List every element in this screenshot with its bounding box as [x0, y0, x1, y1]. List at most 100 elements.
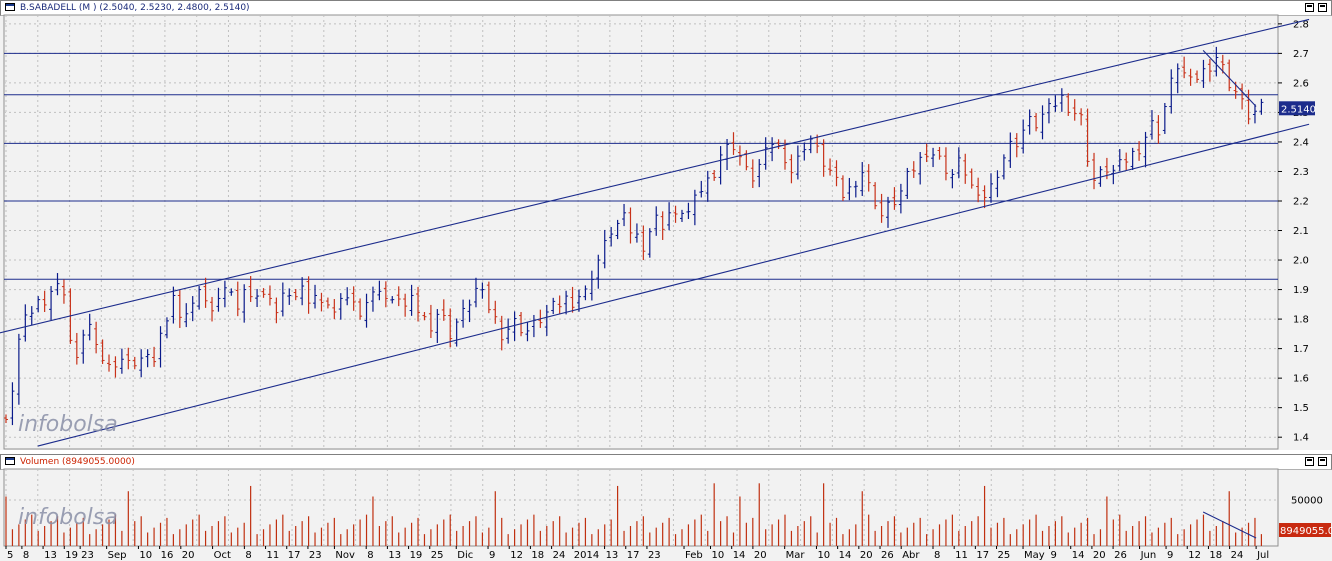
ohlc-bar: [107, 354, 112, 372]
x-tick-label: Dic: [457, 550, 473, 561]
ohlc-bar: [1059, 88, 1064, 112]
ohlc-bar: [654, 206, 659, 236]
ohlc-bar: [139, 349, 144, 378]
ohlc-bar: [1162, 102, 1167, 134]
x-tick-label: Nov: [335, 550, 355, 561]
ohlc-bar: [615, 219, 620, 240]
ohlc-bar: [493, 300, 498, 324]
close-icon[interactable]: [1318, 3, 1327, 12]
ohlc-bar: [171, 286, 176, 324]
ohlc-bar: [828, 158, 833, 176]
y-tick-label: 1.5: [1293, 403, 1309, 414]
y-tick-label: 1.9: [1293, 285, 1309, 296]
ohlc-bar: [480, 282, 485, 299]
x-tick-label: Oct: [214, 550, 231, 561]
ohlc-bar: [42, 290, 47, 313]
x-tick-label: 23: [648, 550, 661, 561]
ohlc-bar: [1259, 98, 1264, 115]
x-tick-label: 12: [510, 550, 523, 561]
ohlc-bar: [267, 285, 272, 306]
ohlc-bar: [1034, 113, 1039, 132]
ohlc-bar: [435, 309, 440, 344]
x-tick-label: 17: [627, 550, 640, 561]
ohlc-bar: [898, 183, 903, 214]
ohlc-bar: [750, 159, 755, 189]
x-tick-label: 20: [860, 550, 873, 561]
x-tick-label: 17: [976, 550, 989, 561]
ohlc-bar: [319, 292, 324, 312]
ohlc-bar: [306, 276, 311, 314]
ohlc-bar: [551, 297, 556, 315]
y-tick-label: 2.1: [1293, 226, 1309, 237]
ohlc-bar: [679, 209, 684, 222]
ohlc-bar: [847, 177, 852, 201]
last-volume-badge: [1279, 523, 1331, 537]
maximize-icon[interactable]: [1305, 457, 1314, 466]
ohlc-bar: [712, 170, 717, 181]
ohlc-bar: [210, 296, 215, 322]
ohlc-bar: [1027, 109, 1032, 135]
ohlc-bar: [1188, 68, 1193, 86]
ohlc-bar: [557, 295, 562, 314]
ohlc-bar: [879, 193, 884, 223]
volume-trend-line: [1202, 511, 1257, 539]
ohlc-bar: [840, 175, 845, 201]
x-tick-label: 8: [245, 550, 251, 561]
x-tick-label: 26: [1114, 550, 1127, 561]
x-tick-label: 10: [817, 550, 830, 561]
volume-y-tick-label: 50000: [1291, 496, 1323, 507]
close-icon[interactable]: [1318, 457, 1327, 466]
ohlc-bar: [525, 322, 530, 342]
ohlc-bar: [23, 304, 28, 342]
x-tick-label: 8: [934, 550, 940, 561]
ohlc-bar: [718, 146, 723, 185]
ohlc-bar: [184, 303, 189, 328]
ohlc-bar: [622, 203, 627, 227]
ohlc-bar: [1130, 147, 1135, 170]
ohlc-bar: [1240, 83, 1245, 110]
maximize-icon[interactable]: [1305, 3, 1314, 12]
ohlc-bar: [931, 147, 936, 168]
ohlc-bar: [422, 312, 427, 321]
ohlc-bar: [834, 160, 839, 187]
ohlc-bar: [731, 132, 736, 155]
ohlc-bar: [4, 414, 8, 424]
ohlc-bar: [1072, 99, 1077, 121]
x-tick-label: 8: [367, 550, 373, 561]
ohlc-bar: [886, 196, 891, 228]
ohlc-bar: [16, 333, 21, 405]
ohlc-bar: [1143, 131, 1148, 168]
price-chart: 1.41.51.61.71.81.92.02.12.22.32.42.52.62…: [0, 14, 1316, 450]
ohlc-bar: [1195, 70, 1200, 83]
ohlc-bar: [989, 173, 994, 203]
x-tick-label: May: [1024, 550, 1045, 561]
ohlc-bar: [229, 288, 234, 296]
ohlc-bar: [1175, 63, 1180, 94]
ohlc-bar: [641, 225, 646, 261]
x-tick-label: 19: [410, 550, 423, 561]
x-tick-label: 24: [553, 550, 566, 561]
volume-plot-area: [3, 468, 1279, 547]
ohlc-bar: [1246, 89, 1251, 125]
ohlc-bar: [261, 288, 266, 298]
price-panel-title: B.SABADELL (M ) (2.5040, 2.5230, 2.4800,…: [20, 3, 250, 13]
ohlc-bar: [853, 180, 858, 198]
ohlc-bar: [132, 356, 137, 370]
watermark: infobolsa: [18, 412, 118, 437]
ohlc-bar: [506, 318, 511, 344]
ohlc-bar: [692, 189, 697, 226]
volume-panel-title: Volumen (8949055.0000): [20, 457, 135, 467]
ohlc-bar: [197, 286, 202, 310]
ohlc-bar: [351, 286, 356, 311]
ohlc-bar: [1201, 59, 1206, 88]
x-tick-label: Jun: [1140, 550, 1157, 561]
ohlc-bar: [911, 161, 916, 178]
ohlc-bar: [1252, 104, 1257, 124]
x-tick-label: 18: [1209, 550, 1222, 561]
x-tick-label: 20: [1093, 550, 1106, 561]
x-tick-label: 17: [288, 550, 301, 561]
ohlc-bar: [235, 281, 240, 317]
x-tick-label: 9: [489, 550, 495, 561]
y-tick-label: 2.8: [1293, 19, 1309, 30]
ohlc-bar: [358, 298, 363, 320]
